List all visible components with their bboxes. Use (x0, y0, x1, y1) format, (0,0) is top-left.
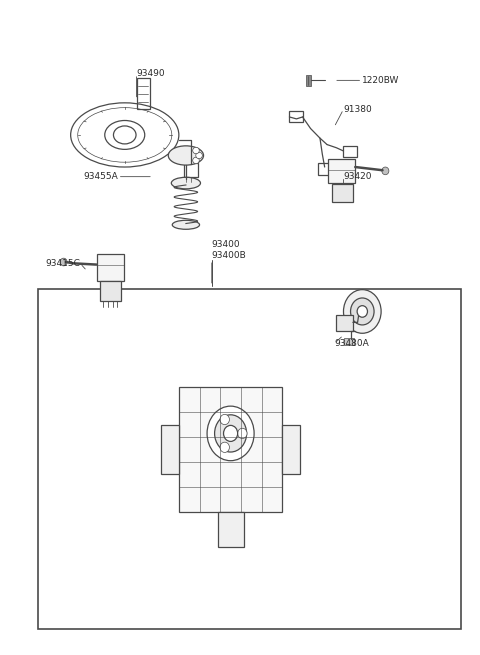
Ellipse shape (113, 126, 136, 144)
Ellipse shape (207, 406, 254, 460)
Bar (161, 425, 179, 474)
Ellipse shape (168, 146, 204, 165)
Text: 93415C: 93415C (45, 259, 80, 268)
Bar (217, 512, 243, 548)
Bar (179, 387, 282, 512)
Text: 93400B: 93400B (212, 251, 247, 260)
Ellipse shape (192, 147, 199, 154)
Bar (345, 338, 354, 345)
Bar (38, 289, 461, 629)
Bar (136, 79, 150, 109)
Text: 93455A: 93455A (83, 172, 118, 181)
Ellipse shape (60, 258, 67, 266)
Ellipse shape (382, 167, 389, 175)
Bar (328, 159, 355, 183)
Ellipse shape (238, 428, 247, 439)
Text: 93490: 93490 (136, 69, 165, 79)
Bar (96, 254, 124, 281)
Bar (282, 425, 300, 474)
Text: 91380: 91380 (344, 105, 372, 114)
Bar (332, 184, 353, 202)
Ellipse shape (220, 415, 229, 424)
Ellipse shape (172, 220, 200, 229)
Ellipse shape (171, 178, 201, 189)
Bar (318, 163, 331, 175)
Ellipse shape (220, 442, 229, 453)
Ellipse shape (357, 306, 368, 317)
Bar (306, 75, 311, 86)
Text: 1220BW: 1220BW (362, 76, 400, 85)
Bar (100, 281, 121, 301)
Bar (289, 111, 302, 122)
Text: 93400: 93400 (212, 240, 240, 248)
Text: 93480A: 93480A (334, 339, 369, 348)
Ellipse shape (344, 290, 381, 333)
Ellipse shape (192, 157, 199, 164)
Ellipse shape (350, 298, 374, 325)
Ellipse shape (196, 152, 203, 159)
Bar (336, 314, 353, 331)
Ellipse shape (224, 425, 238, 441)
Text: 93420: 93420 (344, 172, 372, 181)
Bar (344, 146, 357, 157)
Bar (183, 163, 198, 178)
Ellipse shape (215, 415, 247, 452)
